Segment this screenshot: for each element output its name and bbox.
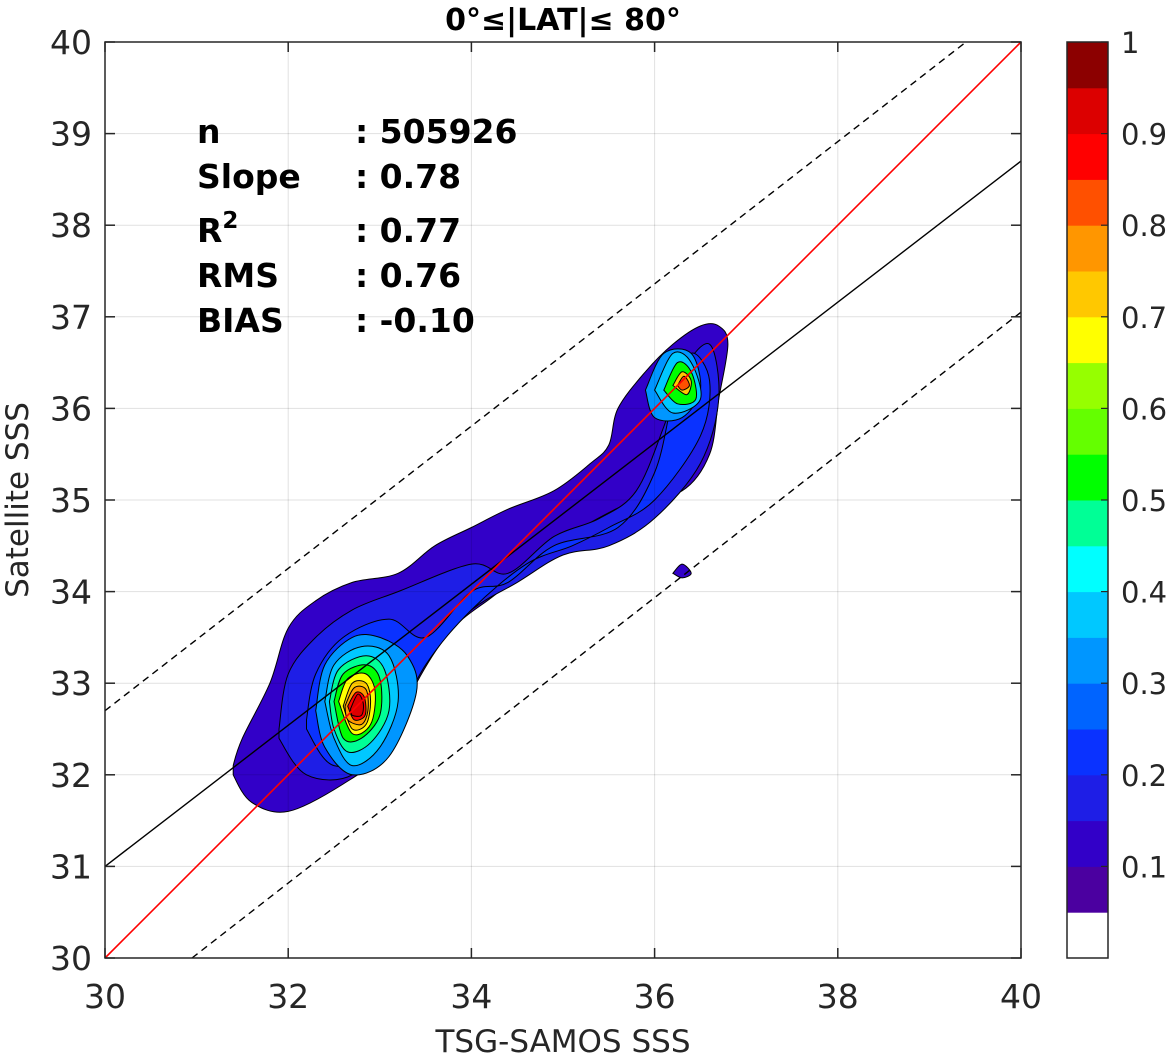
y-tick-label-10: 40	[50, 23, 92, 62]
stat-label-1: Slope	[197, 157, 301, 196]
colorbar-label-9: 1	[1121, 26, 1139, 60]
x-tick-label-1: 32	[267, 977, 309, 1016]
x-tick-label-5: 40	[1000, 977, 1042, 1016]
contour-0_05-17	[672, 563, 692, 579]
y-tick-label-9: 39	[50, 115, 92, 154]
y-tick-label-8: 38	[50, 206, 92, 245]
colorbar-swatch-7	[1067, 591, 1108, 638]
colorbar-swatch-19	[1067, 42, 1108, 89]
colorbar-label-1: 0.2	[1121, 759, 1167, 793]
colorbar-swatch-0	[1067, 912, 1108, 959]
colorbar-swatch-12	[1067, 362, 1108, 409]
regression-line	[104, 160, 1022, 867]
stats-annotation: n : 505926 Slope : 0.78 R2 : 0.77 RMS : 0.76 BIA…	[197, 112, 517, 340]
stat-label-4: BIAS	[197, 301, 284, 340]
stat-superscript: 2	[222, 208, 238, 234]
bound-line-0	[104, 41, 967, 712]
colorbar-label-2: 0.3	[1121, 667, 1167, 701]
colorbar-label-7: 0.8	[1121, 209, 1167, 243]
colorbar-swatch-3	[1067, 774, 1108, 822]
x-tick-label-2: 34	[450, 977, 492, 1016]
x-tick-label-4: 38	[817, 977, 859, 1016]
colorbar-swatch-13	[1067, 316, 1108, 364]
y-tick-label-5: 35	[50, 481, 92, 520]
one-to-one-line	[104, 41, 1022, 959]
y-axis-ticks: 30 31 32 33 34 35 36 37 38 39 40	[50, 23, 1021, 978]
colorbar: 0.1 0.2 0.3 0.4 0.5 0.6 0.7 0.8 0.9 1	[1066, 26, 1167, 959]
colorbar-swatch-18	[1067, 87, 1108, 135]
colorbar-swatch-10	[1067, 454, 1108, 501]
stat-value-1: : 0.78	[355, 157, 461, 196]
contour-layer	[232, 323, 729, 813]
colorbar-swatch-17	[1067, 133, 1108, 180]
y-tick-label-1: 31	[50, 847, 92, 886]
stat-value-0: : 505926	[355, 112, 517, 151]
contour-0_8-14	[676, 375, 690, 391]
y-tick-label-2: 32	[50, 756, 92, 795]
reference-lines	[104, 41, 1022, 959]
colorbar-swatch-1	[1067, 866, 1108, 913]
colorbar-swatch-8	[1067, 545, 1108, 593]
stat-value-4: : -0.10	[355, 301, 475, 340]
y-tick-label-4: 34	[50, 573, 92, 612]
colorbar-label-0: 0.1	[1121, 850, 1167, 884]
colorbar-swatch-11	[1067, 408, 1108, 455]
colorbar-label-8: 0.9	[1121, 118, 1167, 152]
colorbar-swatch-5	[1067, 683, 1108, 730]
stat-label-3: RMS	[197, 256, 279, 295]
x-tick-label-0: 30	[84, 977, 126, 1016]
colorbar-swatch-14	[1067, 271, 1108, 318]
colorbar-label-3: 0.4	[1121, 576, 1167, 610]
colorbar-swatch-4	[1067, 729, 1108, 776]
stat-label-0: n	[197, 112, 221, 151]
x-axis-title: TSG-SAMOS SSS	[435, 1024, 691, 1055]
colorbar-label-5: 0.6	[1121, 392, 1167, 426]
y-axis-title: Satellite SSS	[0, 402, 36, 598]
colorbar-swatch-9	[1067, 500, 1108, 547]
stat-value-2: : 0.77	[355, 211, 461, 250]
y-tick-label-6: 36	[50, 389, 92, 428]
colorbar-swatch-16	[1067, 179, 1108, 226]
colorbar-label-6: 0.7	[1121, 301, 1167, 335]
y-tick-label-0: 30	[50, 939, 92, 978]
colorbar-swatch-15	[1067, 225, 1108, 272]
colorbar-swatch-2	[1067, 820, 1108, 867]
y-tick-label-3: 33	[50, 664, 92, 703]
colorbar-label-4: 0.5	[1121, 484, 1167, 518]
stat-label-2: R2	[197, 208, 238, 250]
chart-title: 0°≤|LAT|≤ 80°	[445, 3, 681, 38]
x-tick-label-3: 36	[634, 977, 676, 1016]
stat-value-3: : 0.76	[355, 256, 461, 295]
colorbar-swatch-6	[1067, 637, 1108, 684]
x-axis-ticks: 30 32 34 36 38 40	[84, 42, 1042, 1016]
y-tick-label-7: 37	[50, 298, 92, 337]
